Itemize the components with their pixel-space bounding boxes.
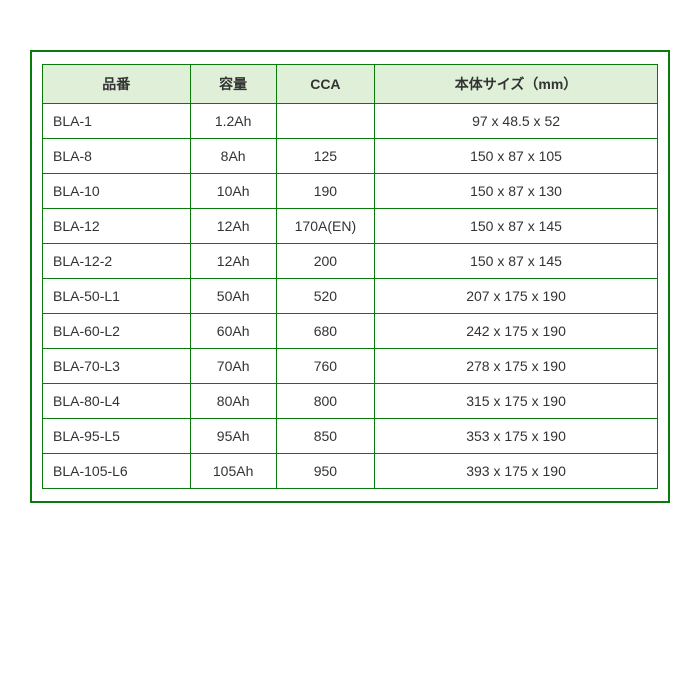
table-row: BLA-12-212Ah200150 x 87 x 145 [43,244,658,279]
cell-cca: 170A(EN) [276,209,374,244]
cell-cca: 125 [276,139,374,174]
col-header-capacity: 容量 [190,65,276,104]
cell-cca: 680 [276,314,374,349]
table-row: BLA-60-L260Ah680242 x 175 x 190 [43,314,658,349]
table-row: BLA-50-L150Ah520207 x 175 x 190 [43,279,658,314]
table-row: BLA-70-L370Ah760278 x 175 x 190 [43,349,658,384]
table-row: BLA-11.2Ah 97 x 48.5 x 52 [43,104,658,139]
cell-size: 150 x 87 x 130 [375,174,658,209]
cell-cca [276,104,374,139]
col-header-cca: CCA [276,65,374,104]
cell-capacity: 70Ah [190,349,276,384]
cell-capacity: 12Ah [190,244,276,279]
cell-part: BLA-60-L2 [43,314,191,349]
table-row: BLA-1010Ah190150 x 87 x 130 [43,174,658,209]
battery-spec-table-wrapper: 品番 容量 CCA 本体サイズ（mm） BLA-11.2Ah 97 x 48.5 … [30,50,670,503]
cell-part: BLA-12 [43,209,191,244]
cell-capacity: 10Ah [190,174,276,209]
cell-size: 393 x 175 x 190 [375,454,658,489]
cell-size: 315 x 175 x 190 [375,384,658,419]
cell-part: BLA-95-L5 [43,419,191,454]
col-header-part: 品番 [43,65,191,104]
table-row: BLA-95-L595Ah850353 x 175 x 190 [43,419,658,454]
cell-part: BLA-12-2 [43,244,191,279]
cell-capacity: 95Ah [190,419,276,454]
cell-part: BLA-80-L4 [43,384,191,419]
cell-cca: 800 [276,384,374,419]
cell-size: 150 x 87 x 105 [375,139,658,174]
cell-cca: 190 [276,174,374,209]
cell-capacity: 50Ah [190,279,276,314]
cell-cca: 200 [276,244,374,279]
table-header-row: 品番 容量 CCA 本体サイズ（mm） [43,65,658,104]
cell-size: 242 x 175 x 190 [375,314,658,349]
cell-size: 150 x 87 x 145 [375,244,658,279]
cell-size: 353 x 175 x 190 [375,419,658,454]
table-row: BLA-88Ah125150 x 87 x 105 [43,139,658,174]
cell-cca: 760 [276,349,374,384]
cell-capacity: 1.2Ah [190,104,276,139]
cell-size: 278 x 175 x 190 [375,349,658,384]
battery-spec-table: 品番 容量 CCA 本体サイズ（mm） BLA-11.2Ah 97 x 48.5 … [42,64,658,489]
cell-part: BLA-70-L3 [43,349,191,384]
cell-capacity: 105Ah [190,454,276,489]
cell-capacity: 80Ah [190,384,276,419]
cell-cca: 520 [276,279,374,314]
cell-capacity: 60Ah [190,314,276,349]
cell-part: BLA-50-L1 [43,279,191,314]
table-row: BLA-1212Ah170A(EN)150 x 87 x 145 [43,209,658,244]
cell-size: 207 x 175 x 190 [375,279,658,314]
table-row: BLA-105-L6105Ah950393 x 175 x 190 [43,454,658,489]
cell-size: 97 x 48.5 x 52 [375,104,658,139]
cell-part: BLA-1 [43,104,191,139]
cell-cca: 950 [276,454,374,489]
cell-capacity: 8Ah [190,139,276,174]
cell-capacity: 12Ah [190,209,276,244]
cell-part: BLA-105-L6 [43,454,191,489]
col-header-size: 本体サイズ（mm） [375,65,658,104]
cell-part: BLA-10 [43,174,191,209]
cell-size: 150 x 87 x 145 [375,209,658,244]
cell-cca: 850 [276,419,374,454]
cell-part: BLA-8 [43,139,191,174]
table-row: BLA-80-L480Ah800315 x 175 x 190 [43,384,658,419]
